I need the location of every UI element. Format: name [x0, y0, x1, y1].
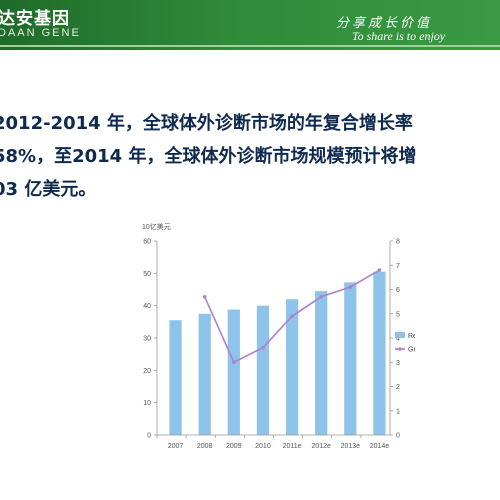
bars-group: [169, 271, 386, 435]
x-tick-label: 2008: [197, 443, 213, 450]
header-accent-stripe: [0, 45, 500, 47]
legend-label-growth: Growth rate(%): [408, 347, 415, 354]
y-tick-label: 30: [143, 336, 151, 343]
x-tick-label: 2014e: [370, 443, 390, 450]
growth-rate-point: [319, 294, 323, 299]
x-tick-label: 2013e: [341, 443, 361, 450]
legend: Revenues Growth rate(%): [395, 332, 415, 354]
growth-line-group: [202, 268, 382, 365]
brand-name-en: DAAN GENE: [0, 27, 81, 39]
bar-revenue: [344, 282, 357, 435]
bar-revenue: [198, 313, 211, 435]
y-tick-label: 50: [143, 271, 151, 278]
slogan-en: To share is to enjoy: [352, 29, 446, 43]
y2-tick-label: 4: [396, 336, 400, 343]
growth-rate-point: [202, 294, 207, 299]
bar-revenue: [373, 271, 386, 435]
y-tick-label: 60: [143, 239, 151, 246]
legend-swatch-revenues: [395, 332, 405, 338]
x-tick-label: 2011e: [283, 443, 302, 450]
summary-line-3: 03 亿美元。: [0, 179, 97, 200]
legend-marker-growth: [398, 347, 402, 351]
y2-tick-label: 2: [396, 384, 400, 391]
y-tick-label: 20: [143, 368, 151, 375]
y2-tick-label: 0: [396, 433, 400, 440]
y2-tick-label: 6: [396, 287, 400, 294]
slogan-cn: 分享成长价值: [336, 16, 433, 31]
summary-paragraph: 2012-2014 年，全球体外诊断市场的年复合增长率 58%，至2014 年，…: [0, 107, 500, 206]
growth-rate-point: [348, 285, 353, 289]
y-tick-label: 10: [143, 400, 151, 407]
y-tick-label: 0: [147, 433, 151, 440]
revenue-growth-chart: 0 10 20 30 40 50 60 0 1 2 3 4 5 6 7 8 2007 2008 2009 2010 20…: [142, 222, 415, 451]
y-tick-label: 40: [143, 303, 151, 310]
x-tick-label: 2012e: [311, 443, 331, 450]
axes-group: 0 10 20 30 40 50 60 0 1 2 3 4 5 6 7 8 2007 2008 2009 2010 20…: [143, 239, 400, 451]
x-tick-label: 2009: [226, 443, 242, 450]
growth-rate-point: [377, 268, 382, 272]
bar-revenue: [227, 309, 240, 435]
y-axis-label: 10亿美元: [142, 222, 171, 231]
legend-label-revenues: Revenues: [408, 333, 415, 340]
growth-rate-point: [261, 345, 265, 350]
bar-revenue: [256, 305, 270, 435]
summary-line-2: 58%，至2014 年，全球体外诊断市场规模预计将增: [0, 146, 417, 167]
summary-line-1: 2012-2014 年，全球体外诊断市场的年复合增长率: [0, 113, 413, 134]
bar-revenue: [315, 291, 328, 435]
y2-tick-label: 3: [396, 360, 400, 367]
growth-rate-point: [290, 314, 294, 318]
y2-tick-label: 8: [396, 239, 400, 246]
bar-revenue: [169, 320, 182, 435]
y2-tick-label: 1: [396, 408, 400, 415]
bar-revenue: [285, 299, 299, 435]
brand-name-cn: 达安基因: [0, 9, 70, 29]
header-bar: 达安基因 DAAN GENE 分享成长价值 To share is to enj…: [0, 0, 500, 50]
y2-tick-label: 5: [396, 311, 400, 318]
y2-tick-label: 7: [396, 263, 400, 270]
x-tick-label: 2007: [168, 443, 184, 450]
x-tick-label: 2010: [255, 443, 271, 450]
growth-rate-point: [232, 360, 236, 365]
